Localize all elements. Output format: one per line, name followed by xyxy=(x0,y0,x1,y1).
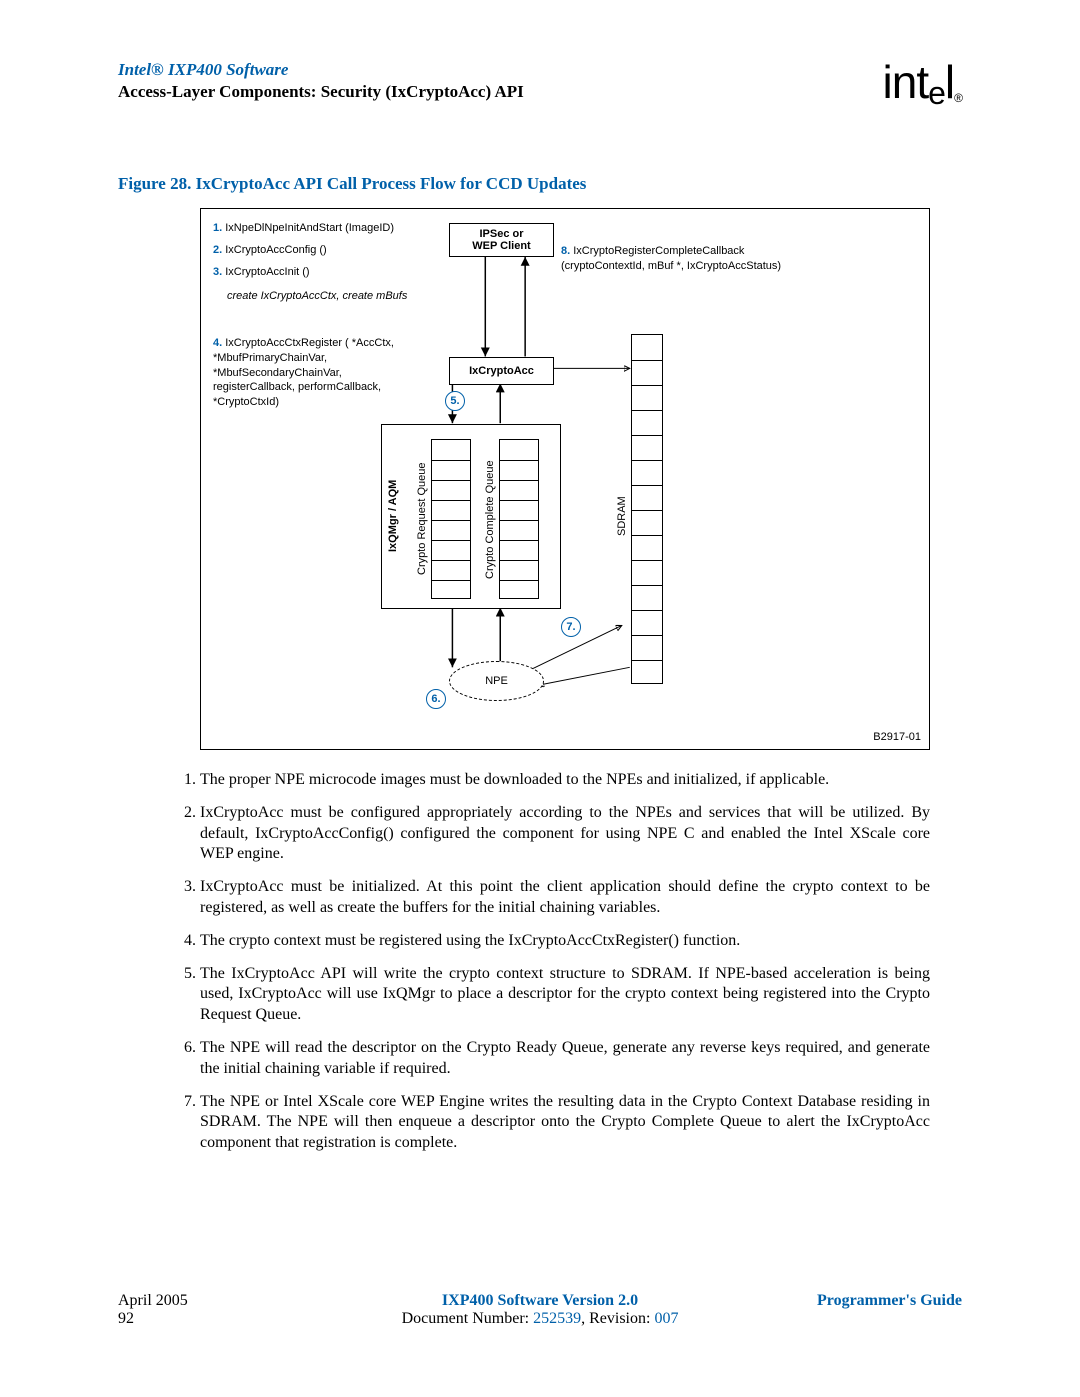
step-1: 1. IxNpeDlNpeInitAndStart (ImageID) xyxy=(213,221,394,236)
list-item: The NPE or Intel XScale core WEP Engine … xyxy=(200,1092,930,1154)
step-3: 3. IxCryptoAccInit () xyxy=(213,265,310,280)
box-sdram xyxy=(631,334,663,684)
list-item: IxCryptoAcc must be configured appropria… xyxy=(200,803,930,865)
step-note: create IxCryptoAccCtx, create mBufs xyxy=(227,289,407,304)
figure-caption: Figure 28. IxCryptoAcc API Call Process … xyxy=(118,174,962,194)
label-comp-queue: Crypto Complete Queue xyxy=(484,447,496,592)
label-ixqmgr: IxQMgr / AQM xyxy=(387,471,399,561)
box-client: IPSec or WEP Client xyxy=(449,223,554,257)
marker-6: 6. xyxy=(426,689,446,709)
figure-id: B2917-01 xyxy=(873,731,921,743)
step-2: 2. IxCryptoAccConfig () xyxy=(213,243,327,258)
step-4: 4. IxCryptoAccCtxRegister ( *AccCtx, *Mb… xyxy=(213,321,423,410)
header-title: Intel® IXP400 Software xyxy=(118,60,962,80)
queue-complete xyxy=(499,439,539,599)
queue-request xyxy=(431,439,471,599)
header-subtitle: Access-Layer Components: Security (IxCry… xyxy=(118,82,962,102)
intel-logo: intel® xyxy=(883,55,962,112)
label-req-queue: Crypto Request Queue xyxy=(416,449,428,589)
marker-5: 5. xyxy=(445,391,465,411)
list-item: The proper NPE microcode images must be … xyxy=(200,770,930,791)
footer-guide: Programmer's Guide xyxy=(817,1292,962,1310)
list-item: The IxCryptoAcc API will write the crypt… xyxy=(200,964,930,1026)
box-acc: IxCryptoAcc xyxy=(449,357,554,385)
list-item: The crypto context must be registered us… xyxy=(200,931,930,952)
figure-diagram: 1. IxNpeDlNpeInitAndStart (ImageID) 2. I… xyxy=(200,208,930,750)
box-npe: NPE xyxy=(449,661,544,701)
list-item: IxCryptoAcc must be initialized. At this… xyxy=(200,877,930,919)
step-list: The proper NPE microcode images must be … xyxy=(200,770,930,1154)
list-item: The NPE will read the descriptor on the … xyxy=(200,1038,930,1080)
footer-docnum: Document Number: 252539, Revision: 007 xyxy=(118,1310,962,1328)
label-sdram: SDRAM xyxy=(616,491,628,541)
marker-7: 7. xyxy=(561,617,581,637)
step-8: 8. IxCryptoRegisterCompleteCallback (cry… xyxy=(561,229,781,274)
